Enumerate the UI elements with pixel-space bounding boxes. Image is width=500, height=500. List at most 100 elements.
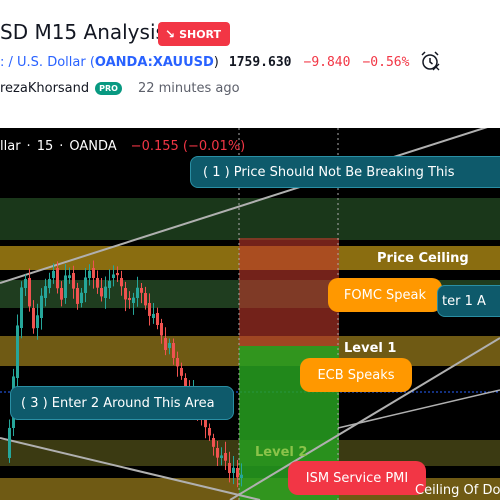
candle-body: [176, 358, 179, 367]
candle-body: [40, 295, 43, 318]
lower-trendline: [0, 437, 261, 500]
candle-body: [144, 293, 147, 306]
note-2-callout: ter 1 A: [437, 285, 500, 317]
candle-body: [208, 428, 211, 436]
candle-body: [228, 463, 231, 473]
level-1-label: Level 1: [344, 341, 397, 356]
ism-event-text: ISM Service PMI: [305, 470, 409, 486]
candle-body: [76, 288, 79, 304]
candle-body: [92, 268, 95, 278]
candle-body: [236, 468, 239, 478]
candle-body: [152, 313, 155, 318]
note-3-callout: ( 3 ) Enter 2 Around This Area: [10, 386, 234, 420]
candle-body: [184, 378, 187, 389]
symbol-price: 1759.630: [228, 54, 292, 70]
pro-badge: PRO: [95, 81, 122, 95]
candle-body: [24, 278, 27, 288]
candle-body: [104, 286, 107, 298]
price-chart[interactable]: llar · 15 · OANDA −0.155 (−0.01%) ( 1 ) …: [0, 128, 500, 500]
legend-symbol: llar: [0, 139, 21, 154]
candle-body: [80, 292, 83, 303]
candle-body: [124, 288, 127, 300]
candle-body: [68, 275, 71, 278]
note-3-text: ( 3 ) Enter 2 Around This Area: [21, 395, 215, 411]
legend-separator: ·: [26, 139, 31, 154]
symbol-name-link[interactable]: : / U.S. Dollar (: [0, 54, 95, 70]
candle-body: [48, 279, 51, 288]
candle-body: [136, 287, 139, 298]
candle-body: [36, 315, 39, 328]
legend-broker: OANDA: [69, 139, 117, 154]
candle-body: [216, 448, 219, 458]
candle-body: [60, 288, 63, 300]
idea-header: SD M15 Analysis ↘ SHORT : / U.S. Dollar …: [0, 0, 500, 128]
candle-body: [240, 474, 243, 478]
note-1-text: ( 1 ) Price Should Not Be Breaking This: [203, 164, 455, 180]
price-change: −9.840: [303, 54, 351, 70]
candle-body: [168, 342, 171, 348]
candle-body: [108, 280, 111, 288]
candle-body: [160, 323, 163, 336]
arrow-down-right-icon: ↘: [165, 27, 176, 41]
candle-body: [128, 298, 131, 301]
ecb-event-callout: ECB Speaks: [300, 358, 412, 392]
candle-body: [120, 278, 123, 287]
candle-body: [116, 273, 119, 276]
upper-trendline: [0, 128, 488, 284]
candle-body: [28, 278, 31, 307]
symbol-row: : / U.S. Dollar ( OANDA:XAUUSD ) 1759.63…: [0, 52, 409, 72]
candle-body: [232, 467, 235, 473]
candle-body: [44, 286, 47, 298]
candle-body: [172, 343, 175, 358]
candle-body: [132, 297, 135, 303]
candle-body: [156, 313, 159, 325]
candle-body: [20, 287, 23, 328]
candle-body: [212, 438, 215, 447]
level-2-label: Level 2: [255, 445, 308, 460]
fomc-event-callout: FOMC Speak: [328, 278, 442, 312]
author-name[interactable]: rezaKhorsand: [0, 80, 90, 96]
candle-body: [16, 325, 19, 378]
candle-body: [32, 308, 35, 329]
legend-separator: ·: [59, 139, 64, 154]
candle-body: [148, 303, 151, 316]
short-badge-label: SHORT: [179, 27, 222, 41]
alarm-clock-icon[interactable]: [419, 50, 441, 72]
candle-body: [204, 418, 207, 428]
candle-body: [224, 453, 227, 461]
candle-body: [72, 273, 75, 289]
candle-body: [64, 275, 67, 298]
candle-body: [112, 274, 115, 278]
candle-body: [84, 277, 87, 293]
candle-body: [8, 427, 11, 458]
candle-body: [220, 455, 223, 458]
ceiling-label: Ceiling Of Do: [415, 483, 500, 498]
short-badge: ↘ SHORT: [158, 22, 231, 46]
symbol-ticker-link[interactable]: OANDA:XAUUSD: [94, 54, 214, 70]
candle-body: [96, 278, 99, 288]
fomc-event-text: FOMC Speak: [343, 287, 427, 303]
candle-body: [100, 288, 103, 297]
ism-event-callout: ISM Service PMI: [288, 461, 426, 495]
short-risk-box: [239, 238, 339, 346]
candle-body: [52, 270, 55, 278]
chart-legend: llar · 15 · OANDA −0.155 (−0.01%): [0, 139, 245, 154]
author-row: rezaKhorsand PRO 22 minutes ago: [0, 78, 240, 98]
note-1-callout: ( 1 ) Price Should Not Be Breaking This: [190, 156, 500, 188]
legend-change: −0.155 (−0.01%): [130, 139, 246, 154]
idea-title: SD M15 Analysis: [0, 20, 166, 44]
candle-body: [88, 270, 91, 278]
candle-body: [56, 268, 59, 289]
price-ceiling-label: Price Ceiling: [377, 251, 469, 266]
channel-trendline: [337, 389, 500, 429]
candle-body: [164, 338, 167, 350]
price-change-percent: −0.56%: [362, 54, 410, 70]
ecb-event-text: ECB Speaks: [317, 367, 395, 383]
note-2-text: ter 1 A: [442, 293, 486, 309]
candle-body: [140, 288, 143, 293]
published-time: 22 minutes ago: [137, 80, 240, 96]
symbol-paren: ): [213, 54, 219, 70]
upper-green-zone: [0, 198, 500, 240]
candle-body: [180, 368, 183, 376]
legend-interval: 15: [36, 139, 54, 154]
